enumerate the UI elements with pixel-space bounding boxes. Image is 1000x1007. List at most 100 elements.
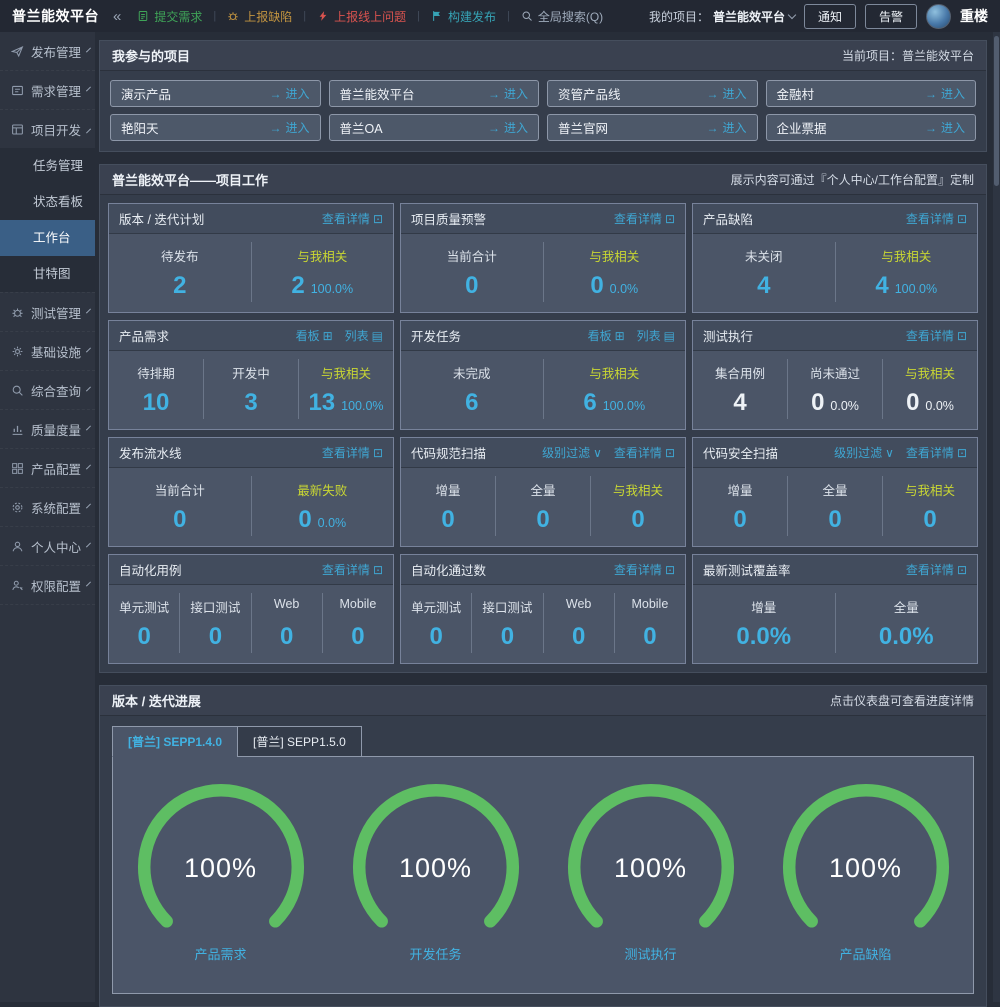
project-card[interactable]: 企业票据 → 进入 (766, 114, 977, 141)
project-card[interactable]: 普兰能效平台 → 进入 (329, 80, 540, 107)
gauge-value: 100% (113, 853, 328, 884)
sidebar-item-icon (11, 462, 24, 475)
quick-action-link[interactable]: 上报缺陷 (227, 8, 292, 25)
gauge[interactable]: 100% 开发任务 (328, 757, 543, 993)
stat-suffix: 100.0% (603, 399, 645, 413)
sidebar-item[interactable]: 产品配置 (0, 449, 95, 487)
project-enter-label: 进入 (722, 119, 746, 136)
project-card[interactable]: 普兰OA → 进入 (329, 114, 540, 141)
stat-card: 开发任务 看板 ⊞ 列表 ▤ (400, 320, 686, 430)
project-enter-link[interactable]: → 进入 (925, 119, 965, 136)
card-action-link[interactable]: 查看详情 ⊡ (906, 210, 967, 227)
project-enter-link[interactable]: → 进入 (706, 119, 746, 136)
sidebar-item[interactable]: 质量度量 (0, 410, 95, 448)
progress-panel-title: 版本 / 迭代进展 (112, 691, 201, 710)
project-enter-link[interactable]: → 进入 (269, 85, 309, 102)
project-card[interactable]: 演示产品 → 进入 (110, 80, 321, 107)
project-enter-link[interactable]: → 进入 (925, 85, 965, 102)
card-action-link[interactable]: 级别过滤 ∨ (834, 444, 894, 461)
stat-label: 全量 (498, 480, 588, 499)
work-panel-title: 普兰能效平台——项目工作 (112, 170, 268, 189)
quick-action-link[interactable]: 上报线上问题 (317, 8, 406, 25)
sidebar-item-label: 发布管理 (31, 42, 81, 61)
gauge[interactable]: 100% 产品缺陷 (758, 757, 973, 993)
version-tab[interactable]: [普兰] SEPP1.5.0 (237, 726, 362, 757)
user-avatar[interactable] (926, 4, 951, 29)
card-action-link[interactable]: 查看详情 ⊡ (906, 444, 967, 461)
projects-panel: 我参与的项目 当前项目：普兰能效平台 演示产品 → 进入 普兰能效平台 → 进入 (99, 40, 987, 152)
card-link-label: 查看详情 (614, 444, 662, 461)
sidebar-subitem[interactable]: 任务管理 (0, 148, 95, 184)
card-action-link[interactable]: 查看详情 ⊡ (322, 210, 383, 227)
stat-cell: 未关闭 4 (693, 242, 835, 302)
quick-action-link[interactable]: 提交需求 (137, 8, 202, 25)
project-enter-link[interactable]: → 进入 (488, 119, 528, 136)
stat-label: Web (546, 597, 612, 611)
project-card[interactable]: 金融村 → 进入 (766, 80, 977, 107)
card-action-link[interactable]: 查看详情 ⊡ (906, 327, 967, 344)
sidebar-subitem[interactable]: 甘特图 (0, 256, 95, 292)
sidebar-item[interactable]: 测试管理 (0, 293, 95, 331)
sidebar-item[interactable]: 发布管理 (0, 32, 95, 70)
sidebar-subitem[interactable]: 状态看板 (0, 184, 95, 220)
project-enter-label: 进入 (504, 85, 528, 102)
version-tab[interactable]: [普兰] SEPP1.4.0 (112, 726, 238, 757)
card-link-icon: ⊞ (323, 329, 333, 343)
sidebar-item-label: 需求管理 (31, 81, 81, 100)
quick-action-link[interactable]: 构建发布 (431, 8, 496, 25)
project-enter-link[interactable]: → 进入 (488, 85, 528, 102)
stat-label: 未完成 (403, 363, 541, 382)
sidebar-item-label: 基础设施 (31, 342, 81, 361)
scrollbar[interactable] (993, 32, 1000, 1002)
sidebar-item[interactable]: 权限配置 (0, 566, 95, 604)
stat-value: 0.0% (736, 623, 791, 651)
stat-label: 集合用例 (695, 363, 785, 382)
project-enter-link[interactable]: → 进入 (706, 85, 746, 102)
notify-button[interactable]: 通知 (804, 4, 856, 29)
card-link-label: 看板 (588, 327, 612, 344)
card-action-link[interactable]: 查看详情 ⊡ (322, 444, 383, 461)
gauge[interactable]: 100% 产品需求 (113, 757, 328, 993)
project-card[interactable]: 普兰官网 → 进入 (547, 114, 758, 141)
gauge-label: 测试执行 (543, 944, 758, 963)
gauge-value: 100% (328, 853, 543, 884)
stat-value: 0 (298, 506, 311, 534)
arrow-right-icon: → (925, 87, 937, 101)
chevron-icon (86, 86, 91, 91)
project-enter-link[interactable]: → 进入 (269, 119, 309, 136)
card-link-icon: ⊞ (615, 329, 625, 343)
stat-label: 尚未通过 (790, 363, 880, 382)
card-action-link[interactable]: 看板 ⊞ (296, 327, 333, 344)
card-action-link[interactable]: 查看详情 ⊡ (614, 210, 675, 227)
sidebar-subitem[interactable]: 工作台 (0, 220, 95, 256)
card-action-link[interactable]: 查看详情 ⊡ (614, 561, 675, 578)
gauge[interactable]: 100% 测试执行 (543, 757, 758, 993)
card-action-link[interactable]: 查看详情 ⊡ (906, 561, 967, 578)
sidebar-item[interactable]: 个人中心 (0, 527, 95, 565)
alert-button[interactable]: 告警 (865, 4, 917, 29)
card-action-link[interactable]: 列表 ▤ (637, 327, 675, 344)
card-action-link[interactable]: 查看详情 ⊡ (322, 561, 383, 578)
my-project-value: 普兰能效平台 (713, 8, 785, 25)
username[interactable]: 重楼 (960, 6, 988, 26)
card-action-link[interactable]: 级别过滤 ∨ (542, 444, 602, 461)
quick-action-link[interactable]: 全局搜索(Q) (521, 8, 603, 25)
sidebar-item[interactable]: 项目开发 (0, 110, 95, 148)
card-action-link[interactable]: 列表 ▤ (345, 327, 383, 344)
sidebar-item-icon (11, 423, 24, 436)
card-action-link[interactable]: 看板 ⊞ (588, 327, 625, 344)
stat-label: 单元测试 (403, 597, 469, 616)
project-enter-label: 进入 (941, 85, 965, 102)
scrollbar-thumb[interactable] (994, 36, 999, 186)
card-link-label: 列表 (345, 327, 369, 344)
sidebar-item[interactable]: 综合查询 (0, 371, 95, 409)
sidebar-item[interactable]: 系统配置 (0, 488, 95, 526)
gauge-label: 产品缺陷 (758, 944, 973, 963)
card-action-link[interactable]: 查看详情 ⊡ (614, 444, 675, 461)
project-card[interactable]: 艳阳天 → 进入 (110, 114, 321, 141)
sidebar-item[interactable]: 基础设施 (0, 332, 95, 370)
sidebar-item[interactable]: 需求管理 (0, 71, 95, 109)
my-project-selector[interactable]: 我的项目： 普兰能效平台 (649, 8, 795, 25)
project-card[interactable]: 资管产品线 → 进入 (547, 80, 758, 107)
sidebar-collapse-icon[interactable]: « (113, 8, 121, 25)
